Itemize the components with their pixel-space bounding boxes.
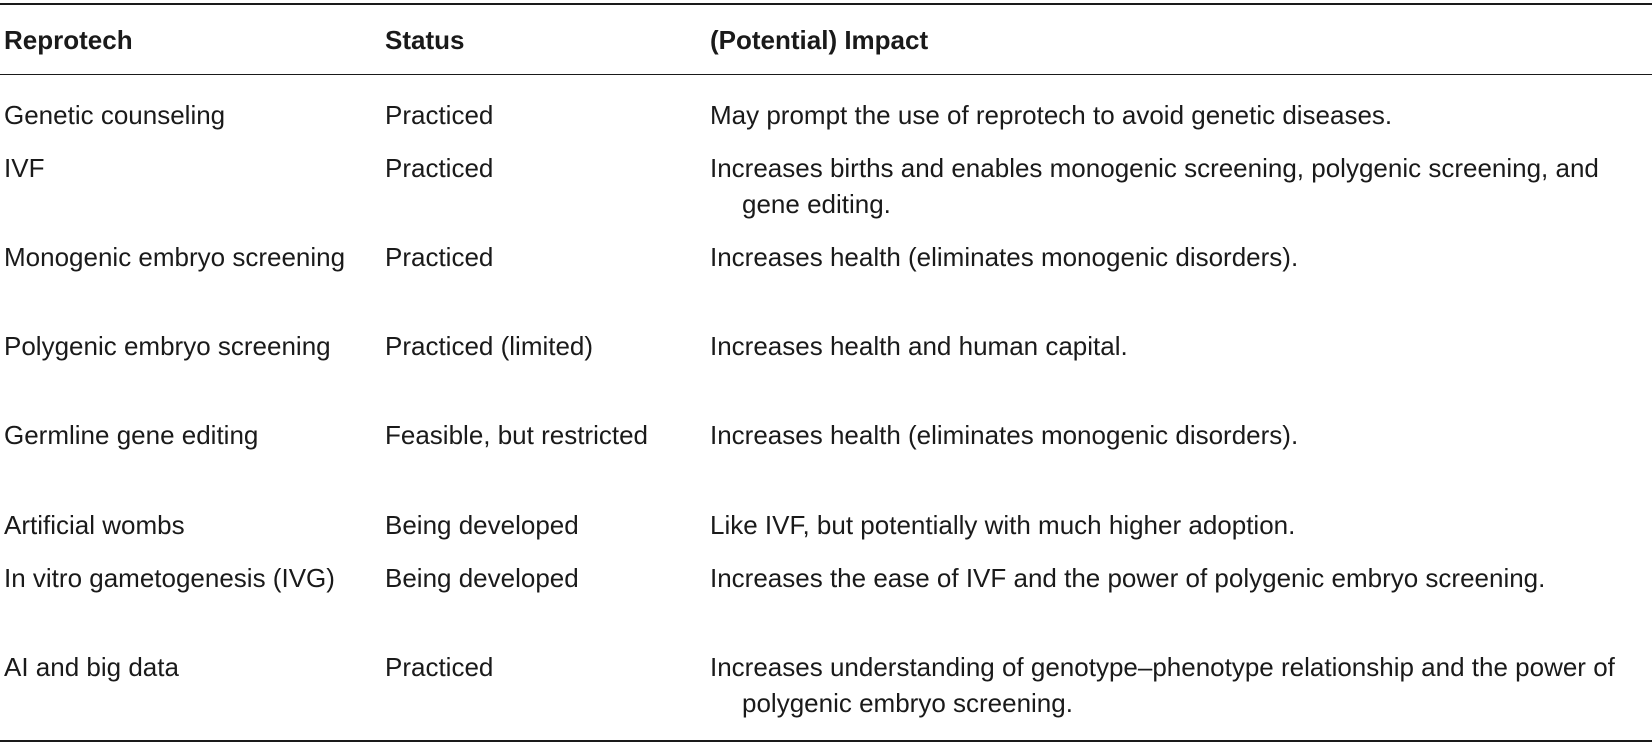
- cell-reprotech: Polygenic embryo screening: [4, 331, 331, 361]
- cell-reprotech: In vitro gametogenesis (IVG): [4, 563, 335, 593]
- cell-impact: Increases births and enables monogenic s…: [710, 153, 1599, 219]
- cell-impact: Increases the ease of IVF and the power …: [710, 563, 1546, 593]
- cell-status: Practiced: [385, 153, 494, 183]
- cell-reprotech: Monogenic embryo screening: [4, 242, 346, 272]
- cell-reprotech: IVF: [4, 153, 45, 183]
- cell-status: Practiced: [385, 242, 494, 272]
- cell-impact: Like IVF, but potentially with much high…: [710, 510, 1296, 540]
- cell-impact: Increases health (eliminates monogenic d…: [710, 420, 1299, 450]
- cell-impact: Increases understanding of genotype–phen…: [710, 652, 1615, 718]
- table-bottom-rule: [0, 740, 1652, 742]
- cell-reprotech: Germline gene editing: [4, 420, 259, 450]
- cell-status: Practiced: [385, 100, 494, 130]
- cell-reprotech: AI and big data: [4, 652, 179, 682]
- header-reprotech: Reprotech: [4, 25, 133, 55]
- header-impact: (Potential) Impact: [710, 25, 929, 55]
- cell-status: Being developed: [385, 563, 579, 593]
- cell-status: Being developed: [385, 510, 579, 540]
- cell-reprotech: Artificial wombs: [4, 510, 185, 540]
- cell-impact: May prompt the use of reprotech to avoid…: [710, 100, 1393, 130]
- table-header-rule: [0, 74, 1652, 75]
- header-status: Status: [385, 25, 465, 55]
- cell-impact: Increases health (eliminates monogenic d…: [710, 242, 1299, 272]
- cell-impact: Increases health and human capital.: [710, 331, 1128, 361]
- cell-status: Feasible, but restricted: [385, 420, 649, 450]
- cell-status: Practiced (limited): [385, 331, 594, 361]
- table-top-rule: [0, 3, 1652, 5]
- cell-reprotech: Genetic counseling: [4, 100, 226, 130]
- cell-status: Practiced: [385, 652, 494, 682]
